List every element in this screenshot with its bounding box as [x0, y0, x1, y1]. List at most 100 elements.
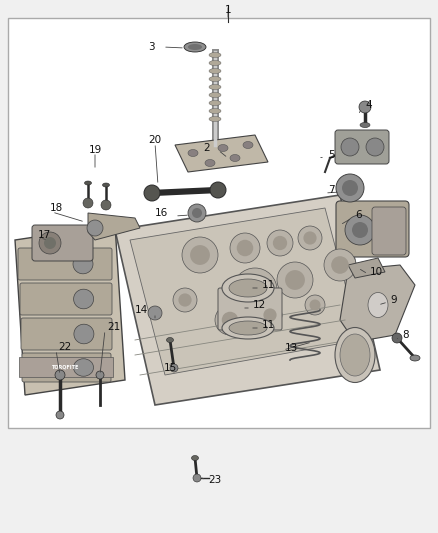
Ellipse shape [74, 324, 94, 344]
Text: 1: 1 [225, 5, 231, 15]
Circle shape [193, 474, 201, 482]
Ellipse shape [209, 117, 221, 122]
Ellipse shape [74, 359, 93, 376]
Circle shape [148, 306, 162, 320]
Ellipse shape [209, 61, 221, 66]
Circle shape [285, 270, 305, 290]
Bar [8, 18, 430, 428]
Text: 12: 12 [253, 300, 266, 310]
Ellipse shape [188, 149, 198, 157]
Circle shape [392, 333, 402, 343]
Text: 20: 20 [148, 135, 162, 145]
Circle shape [267, 230, 293, 256]
Circle shape [345, 215, 375, 245]
Polygon shape [340, 265, 415, 342]
Ellipse shape [209, 69, 221, 74]
Ellipse shape [229, 279, 267, 297]
Ellipse shape [222, 274, 274, 302]
FancyBboxPatch shape [20, 283, 112, 315]
Ellipse shape [102, 183, 110, 187]
Ellipse shape [368, 293, 388, 318]
Circle shape [190, 245, 210, 265]
Polygon shape [88, 213, 140, 240]
Ellipse shape [205, 159, 215, 166]
Ellipse shape [188, 44, 202, 50]
Polygon shape [130, 208, 360, 375]
Polygon shape [348, 258, 385, 278]
Circle shape [258, 303, 282, 327]
Ellipse shape [218, 144, 228, 151]
Text: 3: 3 [148, 42, 155, 52]
Circle shape [101, 200, 111, 210]
Text: 7: 7 [328, 185, 335, 195]
FancyBboxPatch shape [19, 357, 113, 377]
Ellipse shape [229, 321, 267, 335]
Circle shape [341, 138, 359, 156]
Ellipse shape [209, 109, 221, 114]
Circle shape [324, 249, 356, 281]
Circle shape [359, 101, 371, 113]
Circle shape [55, 370, 65, 380]
Ellipse shape [191, 456, 198, 461]
Circle shape [210, 182, 226, 198]
Circle shape [243, 278, 267, 302]
Circle shape [188, 204, 206, 222]
Text: 2: 2 [203, 143, 210, 153]
Circle shape [56, 411, 64, 419]
Circle shape [178, 293, 191, 306]
Circle shape [170, 364, 178, 372]
Text: 17: 17 [38, 230, 51, 240]
Text: 11: 11 [262, 320, 275, 330]
Circle shape [336, 174, 364, 202]
Ellipse shape [340, 334, 370, 376]
Text: 13: 13 [285, 343, 298, 353]
Ellipse shape [243, 141, 253, 149]
FancyBboxPatch shape [218, 288, 282, 330]
Ellipse shape [184, 42, 206, 52]
Polygon shape [15, 225, 125, 395]
Text: 10: 10 [370, 267, 383, 277]
Circle shape [298, 226, 322, 250]
Circle shape [44, 237, 56, 249]
Circle shape [273, 236, 287, 250]
Circle shape [304, 231, 317, 245]
Text: 5: 5 [328, 150, 335, 160]
Circle shape [215, 305, 245, 335]
Circle shape [352, 222, 368, 238]
Text: TORQFITE: TORQFITE [52, 365, 80, 369]
Text: 22: 22 [58, 342, 71, 352]
FancyBboxPatch shape [372, 207, 406, 255]
Text: 18: 18 [50, 203, 63, 213]
Polygon shape [115, 195, 380, 405]
Circle shape [305, 295, 325, 315]
Circle shape [83, 198, 93, 208]
Polygon shape [175, 135, 268, 172]
Circle shape [233, 268, 277, 312]
Ellipse shape [222, 317, 274, 339]
Ellipse shape [209, 101, 221, 106]
FancyBboxPatch shape [18, 248, 112, 280]
Circle shape [96, 371, 104, 379]
Text: 6: 6 [355, 210, 362, 220]
Circle shape [230, 233, 260, 263]
Text: 11: 11 [262, 280, 275, 290]
Ellipse shape [360, 123, 370, 127]
Ellipse shape [410, 355, 420, 361]
Circle shape [39, 232, 61, 254]
Circle shape [331, 256, 349, 274]
Ellipse shape [335, 327, 375, 383]
Circle shape [277, 262, 313, 298]
Circle shape [237, 240, 253, 256]
Ellipse shape [209, 77, 221, 82]
Circle shape [263, 309, 277, 321]
Text: 23: 23 [208, 475, 221, 485]
Text: 19: 19 [88, 145, 102, 155]
Circle shape [310, 300, 321, 311]
FancyBboxPatch shape [336, 201, 409, 257]
Text: 8: 8 [402, 330, 409, 340]
FancyBboxPatch shape [22, 353, 111, 382]
Text: 16: 16 [155, 208, 168, 218]
Circle shape [342, 180, 358, 196]
Text: 14: 14 [135, 305, 148, 315]
Text: 4: 4 [365, 100, 371, 110]
